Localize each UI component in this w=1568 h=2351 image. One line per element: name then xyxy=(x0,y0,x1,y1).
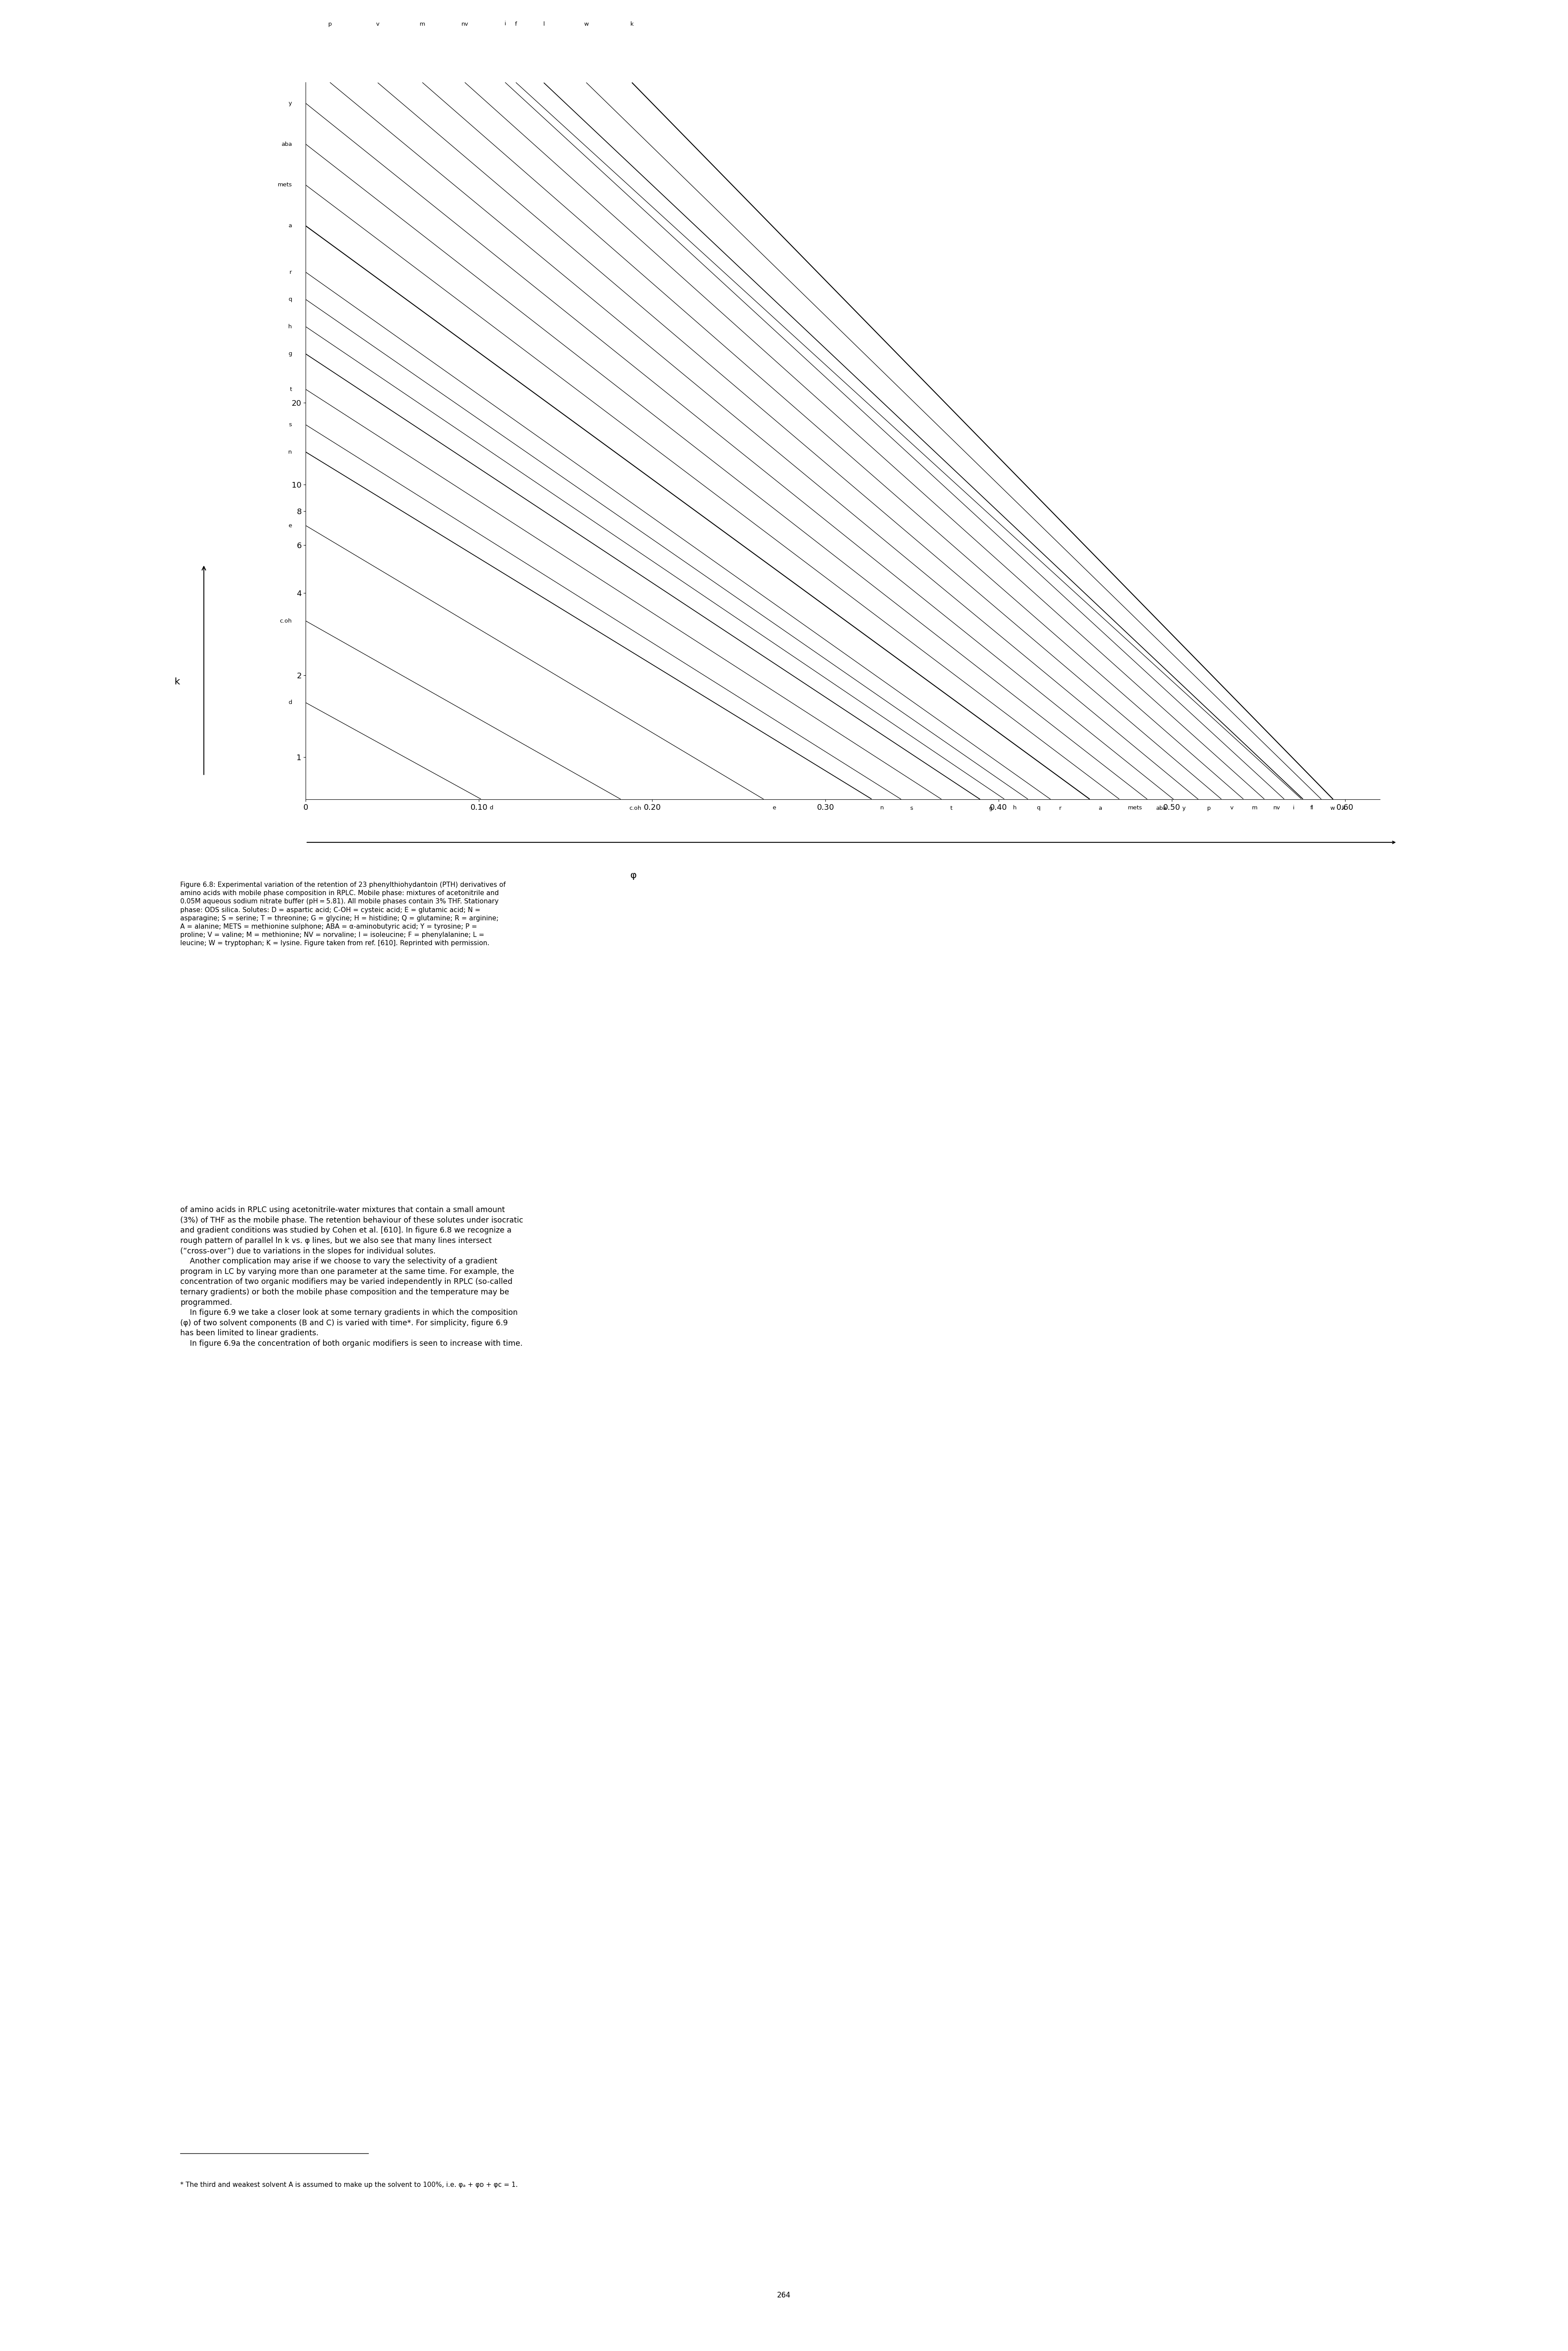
Text: a: a xyxy=(1098,806,1102,811)
Text: v: v xyxy=(376,21,379,28)
Text: f: f xyxy=(1309,804,1312,811)
Text: a: a xyxy=(289,223,292,228)
Text: i: i xyxy=(505,21,506,26)
Text: t: t xyxy=(290,386,292,393)
Text: k: k xyxy=(630,21,633,26)
Text: k: k xyxy=(174,677,180,686)
Text: c.oh: c.oh xyxy=(279,618,292,623)
Text: q: q xyxy=(289,296,292,303)
Text: d: d xyxy=(489,804,494,811)
Text: e: e xyxy=(289,522,292,529)
Text: q: q xyxy=(1036,804,1040,811)
Text: m: m xyxy=(1251,804,1258,811)
Text: d: d xyxy=(289,701,292,705)
Text: r: r xyxy=(290,270,292,275)
Text: e: e xyxy=(771,804,776,811)
Text: g: g xyxy=(989,806,993,811)
Text: aba: aba xyxy=(1156,806,1167,811)
Text: i: i xyxy=(1294,804,1295,811)
Text: p: p xyxy=(1207,806,1210,811)
Text: nv: nv xyxy=(461,21,469,26)
Text: Figure 6.8: Experimental variation of the retention of 23 phenylthiohydantoin (P: Figure 6.8: Experimental variation of th… xyxy=(180,882,506,947)
Text: mets: mets xyxy=(278,181,292,188)
Text: l: l xyxy=(1312,804,1314,811)
Text: t: t xyxy=(950,806,952,811)
Text: r: r xyxy=(1058,806,1062,811)
Text: h: h xyxy=(1013,804,1016,811)
Text: aba: aba xyxy=(281,141,292,148)
Text: g: g xyxy=(289,350,292,357)
Text: k: k xyxy=(1342,806,1345,811)
Text: φ: φ xyxy=(630,872,637,879)
Text: l: l xyxy=(543,21,544,28)
Text: p: p xyxy=(328,21,332,26)
Text: mets: mets xyxy=(1127,804,1143,811)
Text: 264: 264 xyxy=(778,2292,790,2299)
Text: s: s xyxy=(289,421,292,428)
Text: y: y xyxy=(1182,806,1185,811)
Text: of amino acids in RPLC using acetonitrile-water mixtures that contain a small am: of amino acids in RPLC using acetonitril… xyxy=(180,1206,524,1347)
Text: w: w xyxy=(1330,806,1334,811)
Text: s: s xyxy=(909,806,913,811)
Text: * The third and weakest solvent A is assumed to make up the solvent to 100%, i.e: * The third and weakest solvent A is ass… xyxy=(180,2182,517,2189)
Text: w: w xyxy=(583,21,588,26)
Text: h: h xyxy=(289,324,292,329)
Text: v: v xyxy=(1229,804,1234,811)
Text: f: f xyxy=(514,21,517,26)
Text: n: n xyxy=(880,804,884,811)
Text: nv: nv xyxy=(1273,804,1279,811)
Text: c.oh: c.oh xyxy=(629,806,641,811)
Text: n: n xyxy=(289,449,292,454)
Text: y: y xyxy=(289,101,292,106)
Text: m: m xyxy=(420,21,425,26)
